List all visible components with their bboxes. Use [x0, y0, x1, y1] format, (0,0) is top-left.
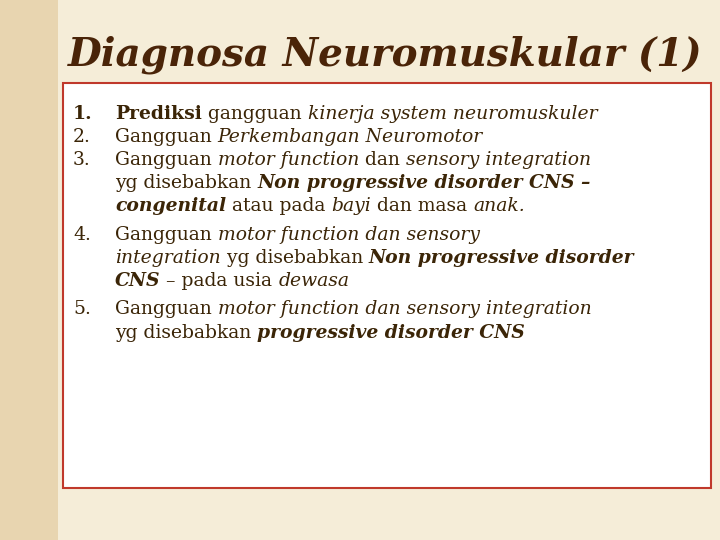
- Text: progressive disorder CNS: progressive disorder CNS: [257, 323, 525, 341]
- Text: motor function: motor function: [217, 151, 359, 169]
- Text: Gangguan: Gangguan: [115, 151, 217, 169]
- Text: bayi: bayi: [331, 197, 372, 215]
- Text: motor function dan sensory integration: motor function dan sensory integration: [217, 300, 592, 319]
- Text: Gangguan: Gangguan: [115, 128, 217, 146]
- Text: – pada usia: – pada usia: [161, 272, 279, 290]
- Bar: [63, 83, 711, 488]
- Text: 3.: 3.: [73, 151, 91, 169]
- Text: yg disebabkan: yg disebabkan: [115, 174, 257, 192]
- Text: kinerja system neuromuskuler: kinerja system neuromuskuler: [307, 105, 597, 123]
- Text: Diagnosa Neuromuskular (1): Diagnosa Neuromuskular (1): [68, 35, 703, 73]
- Text: Non progressive disorder CNS –: Non progressive disorder CNS –: [257, 174, 590, 192]
- Text: dewasa: dewasa: [279, 272, 349, 290]
- Bar: [0, 0, 58, 540]
- Text: dan: dan: [359, 151, 406, 169]
- Text: Prediksi: Prediksi: [115, 105, 202, 123]
- Text: anak.: anak.: [473, 197, 525, 215]
- Text: 5.: 5.: [73, 300, 91, 319]
- Text: dan masa: dan masa: [372, 197, 473, 215]
- Text: Perkembangan Neuromotor: Perkembangan Neuromotor: [217, 128, 483, 146]
- Text: sensory integration: sensory integration: [406, 151, 591, 169]
- Text: 1.: 1.: [73, 105, 93, 123]
- Text: motor function dan sensory: motor function dan sensory: [217, 226, 480, 244]
- Text: congenital: congenital: [115, 197, 226, 215]
- Text: yg disebabkan: yg disebabkan: [221, 249, 369, 267]
- Text: 4.: 4.: [73, 226, 91, 244]
- Text: Non progressive disorder: Non progressive disorder: [369, 249, 634, 267]
- Text: CNS: CNS: [115, 272, 161, 290]
- Text: gangguan: gangguan: [202, 105, 307, 123]
- Text: atau pada: atau pada: [226, 197, 331, 215]
- Text: integration: integration: [115, 249, 221, 267]
- Text: yg disebabkan: yg disebabkan: [115, 323, 257, 341]
- Text: 2.: 2.: [73, 128, 91, 146]
- Text: Gangguan: Gangguan: [115, 300, 217, 319]
- Text: Gangguan: Gangguan: [115, 226, 217, 244]
